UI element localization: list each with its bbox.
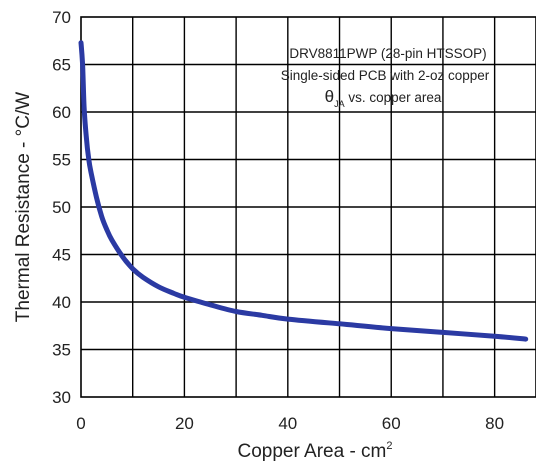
- y-tick-label: 40: [52, 293, 71, 312]
- annotation-line-3-text: vs. copper area: [345, 90, 442, 105]
- y-axis-label: Thermal Resistance - °C/W: [13, 92, 34, 322]
- x-tick-label: 20: [175, 414, 194, 433]
- y-tick-label: 70: [52, 8, 71, 27]
- x-axis-label: Copper Area - cm2: [237, 440, 392, 462]
- x-tick-labels: 0 20 40 60 80: [76, 414, 504, 433]
- x-tick-label: 80: [485, 414, 504, 433]
- theta-symbol: θ: [325, 87, 334, 106]
- y-tick-label: 65: [52, 56, 71, 75]
- annotation-line-2: Single-sided PCB with 2-oz copper: [281, 68, 490, 83]
- x-tick-label: 0: [76, 414, 85, 433]
- x-axis-label-superscript: 2: [386, 440, 392, 452]
- x-tick-label: 40: [278, 414, 297, 433]
- y-tick-label: 55: [52, 151, 71, 170]
- y-tick-label: 50: [52, 198, 71, 217]
- y-tick-label: 60: [52, 103, 71, 122]
- y-tick-labels: 30 35 40 45 50 55 60 65 70: [52, 8, 71, 407]
- x-axis-label-text: Copper Area - cm: [237, 441, 386, 462]
- x-tick-label: 60: [382, 414, 401, 433]
- annotation-line-1: DRV8811PWP (28-pin HTSSOP): [289, 46, 486, 61]
- annotation-line-3: θJA vs. copper area: [325, 87, 442, 109]
- y-tick-label: 35: [52, 341, 71, 360]
- series-line: [78, 40, 529, 342]
- plot-frame: [80, 16, 536, 398]
- theta-subscript: JA: [334, 99, 345, 109]
- y-tick-label: 45: [52, 246, 71, 265]
- y-tick-label: 30: [52, 388, 71, 407]
